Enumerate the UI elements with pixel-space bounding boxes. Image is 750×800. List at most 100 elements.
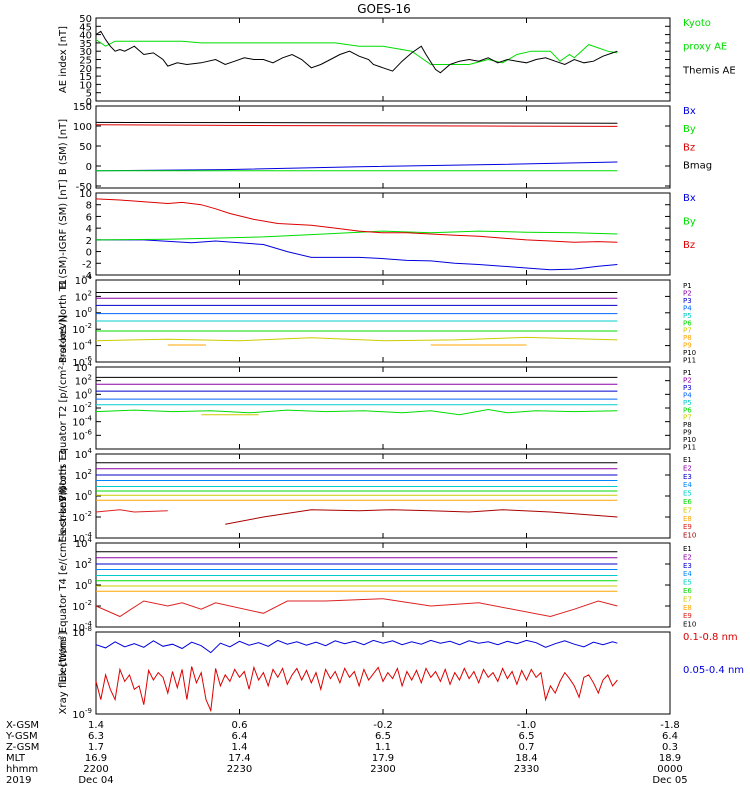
series-line-bz (95, 124, 618, 127)
x-axis-row-value: Dec 05 (652, 775, 687, 786)
series-line-e10 (225, 509, 618, 525)
x-axis-row-label: hhmm (6, 764, 38, 775)
y-tick-label: 102 (75, 374, 92, 388)
x-axis-row-value: 0.3 (662, 742, 678, 753)
x-axis-row-value: -0.2 (373, 720, 393, 731)
legend-label: P11 (683, 444, 696, 452)
y-tick-label: 0 (86, 248, 92, 259)
x-axis-row-value: 1.7 (88, 742, 104, 753)
legend-label: P6 (683, 406, 692, 414)
legend-label: E6 (683, 498, 692, 506)
y-tick-label: 0 (86, 97, 92, 108)
y-tick-label: 102 (75, 557, 92, 571)
panel-frame (95, 192, 671, 276)
series-line-bx (95, 161, 618, 172)
y-tick-label: 6 (86, 212, 92, 223)
legend-label: P10 (683, 349, 696, 357)
y-tick-label: 10-9 (72, 707, 92, 721)
x-axis-row-value: -1.8 (660, 720, 680, 731)
x-axis-row-value: -1.0 (517, 720, 537, 731)
y-tick-label: 100 (75, 578, 92, 592)
y-axis-label: Protons Equator T2 [p/(cm²-s-sr-keV)] (58, 315, 69, 502)
legend-label: P10 (683, 436, 696, 444)
x-axis-row-value: Dec 04 (78, 775, 113, 786)
y-tick-label: 25 (79, 56, 92, 67)
legend: Kyoto proxy AE Themis AE (682, 18, 736, 76)
x-axis-row-label: X-GSM (6, 720, 39, 731)
x-axis-table: X-GSM 1.4 0.6 -0.2 -1.0 -1.8 Y-GSM 6.3 6.4 6.5 6.5… (5, 720, 688, 786)
y-tick-label: 10-2 (72, 510, 92, 524)
legend-label: Bz (683, 142, 695, 153)
y-tick-label: 20 (79, 64, 92, 75)
y-tick-label: 104 (75, 447, 93, 461)
y-tick-label: 10 (79, 189, 92, 200)
y-tick-label: 100 (73, 122, 92, 133)
legend-label: P11 (683, 357, 696, 365)
y-tick-label: -4 (82, 271, 92, 282)
x-axis-row-value: 6.5 (519, 731, 535, 742)
y-tick-label: 100 (75, 306, 92, 320)
legend-label: P9 (683, 342, 692, 350)
legend-label: E5 (683, 579, 692, 587)
x-axis-row-value: 6.3 (88, 731, 104, 742)
y-tick-label: 10-6 (72, 428, 92, 442)
legend-label: E1 (683, 545, 692, 553)
legend-label: E3 (683, 562, 692, 570)
legend-label: Themis AE (682, 65, 736, 76)
y-tick-label: 100 (75, 387, 92, 401)
panel-bsm: -50 0 50 100 150 B (SM) [nT] Bx By Bz Bmag (58, 102, 712, 193)
y-axis-label: AE index [nT] (58, 26, 69, 93)
x-axis-row-value: 0000 (657, 764, 682, 775)
y-tick-label: 5 (86, 89, 92, 100)
y-tick-label: 10-4 (72, 620, 92, 634)
x-axis-row-value: 2330 (514, 764, 539, 775)
y-tick-label: 100 (75, 489, 92, 503)
y-axis-label: B (SM) [nT] (58, 119, 69, 175)
legend-label: P2 (683, 289, 692, 297)
legend-label: E8 (683, 515, 692, 523)
y-tick-label: 45 (79, 22, 92, 33)
legend-label: P9 (683, 429, 692, 437)
series-line-e9 (95, 598, 618, 618)
y-tick-label: 50 (79, 14, 92, 25)
legend-label: P4 (683, 391, 692, 399)
legend-label: P7 (683, 327, 692, 335)
y-tick-label: 104 (75, 360, 93, 374)
panel-frame (95, 105, 671, 189)
y-tick-label: 4 (86, 224, 92, 235)
legend-label: E9 (683, 523, 692, 531)
series-line-bz (95, 198, 618, 243)
y-axis-label: Electrons North T3 (58, 449, 69, 542)
legend-label: E7 (683, 506, 692, 514)
y-tick-label: 10-2 (72, 322, 92, 336)
y-tick-label: 10-4 (72, 339, 92, 353)
x-axis-row-value: 0.7 (519, 742, 535, 753)
x-axis-row-value: 1.4 (88, 720, 104, 731)
y-tick-label: 10-2 (72, 599, 92, 613)
y-tick-label: 10 (79, 80, 92, 91)
legend-label: Kyoto (683, 18, 711, 29)
y-tick-label: 40 (79, 31, 92, 42)
x-axis-row-value: 18.4 (515, 753, 537, 764)
legend-label: E3 (683, 473, 692, 481)
y-tick-label: 10-6 (72, 355, 92, 369)
legend-label: P1 (683, 369, 692, 377)
y-tick-label: 8 (86, 201, 92, 212)
y-tick-label: 10-2 (72, 401, 92, 415)
y-tick-label: 102 (75, 289, 92, 303)
legend-label: E6 (683, 587, 692, 595)
legend-label: By (683, 216, 696, 227)
legend-label: 0.05-0.4 nm (683, 665, 744, 676)
x-axis-row-value: 6.4 (232, 731, 248, 742)
legend-label: E7 (683, 595, 692, 603)
legend-label: P2 (683, 376, 692, 384)
x-axis-row-value: 16.9 (85, 753, 107, 764)
legend-label: Bmag (683, 161, 712, 172)
x-axis-row-value: 17.9 (372, 753, 394, 764)
x-axis-row-value: 2230 (227, 764, 252, 775)
